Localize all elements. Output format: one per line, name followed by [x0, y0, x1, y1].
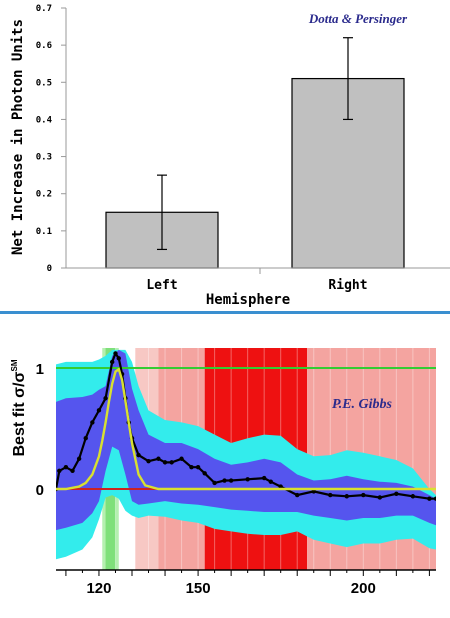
- data-point: [377, 495, 383, 500]
- data-point: [222, 478, 227, 483]
- y-axis-label: Net Increase in Photon Units: [10, 19, 26, 255]
- data-point: [96, 408, 102, 413]
- y-tick-label: 0: [36, 482, 44, 499]
- y-axis-label-sup: SM: [10, 359, 19, 371]
- y-tick-label: 0.4: [36, 115, 53, 125]
- data-point: [195, 465, 201, 470]
- data-point: [169, 460, 174, 465]
- observed-fit-series: [56, 351, 436, 500]
- data-point: [113, 351, 118, 356]
- data-point: [57, 468, 62, 474]
- plot-area: [56, 348, 436, 570]
- data-point: [245, 477, 250, 482]
- y-tick-label: 0.5: [36, 78, 52, 88]
- data-point: [394, 491, 399, 497]
- data-point: [261, 475, 267, 481]
- fit-chart: 120 150 200 Best fit σ/σSM P.E. Gibbs 0 1: [10, 348, 436, 597]
- data-point: [76, 456, 82, 461]
- section-divider: [0, 311, 450, 314]
- x-category-left: Left: [146, 278, 177, 293]
- data-point: [427, 496, 432, 501]
- y-axis-label-bottom: Best fit σ/σSM: [10, 359, 28, 456]
- data-point: [63, 465, 69, 470]
- data-point: [83, 435, 88, 441]
- x-tick-label: 150: [186, 580, 211, 597]
- y-tick-label: 0.7: [36, 4, 52, 14]
- data-point: [228, 478, 234, 483]
- x-tick-label: 120: [86, 580, 111, 597]
- data-point: [179, 456, 184, 461]
- x-axis: 120 150 200: [65, 570, 430, 597]
- y-tick-label: 0.2: [36, 190, 52, 200]
- bars: [105, 37, 405, 269]
- data-point: [90, 420, 95, 425]
- y-axis-label-main: Best fit σ/σ: [11, 371, 28, 456]
- x-category-right: Right: [328, 278, 367, 293]
- expected-signal-series: [56, 367, 436, 491]
- bar-chart: 0 0.1 0.2 0.3 0.4 0.5 0.6 0.7 Left Right Hemisp…: [10, 4, 450, 308]
- data-point: [311, 489, 316, 494]
- y-tick-label: 0.1: [36, 227, 52, 237]
- data-point: [202, 471, 207, 476]
- y-axis: 0 0.1 0.2 0.3 0.4 0.5 0.6 0.7: [36, 4, 261, 274]
- data-point: [344, 494, 349, 499]
- y-tick-label: 1: [36, 361, 44, 378]
- data-point: [136, 452, 141, 458]
- credit-annotation-bottom: P.E. Gibbs: [332, 397, 393, 412]
- credit-annotation-top: Dotta & Persinger: [308, 11, 408, 26]
- data-point: [278, 484, 283, 489]
- data-point: [103, 396, 108, 401]
- data-point: [268, 479, 273, 484]
- data-point: [410, 494, 416, 499]
- data-point: [70, 468, 75, 474]
- data-point: [433, 496, 436, 501]
- x-tick-label: 200: [351, 580, 376, 597]
- y-tick-label: 0.3: [36, 153, 52, 163]
- data-point: [146, 458, 151, 464]
- data-point: [156, 456, 161, 461]
- data-point: [212, 480, 217, 486]
- y-tick-label: 0.6: [36, 41, 52, 51]
- data-point: [109, 359, 115, 365]
- data-point: [361, 492, 366, 498]
- y-tick-label: 0: [47, 264, 52, 274]
- x-axis-label: Hemisphere: [206, 292, 290, 308]
- data-point: [295, 492, 300, 498]
- data-point: [189, 465, 194, 470]
- data-point: [162, 460, 168, 465]
- band-inner: [56, 349, 436, 531]
- data-point: [328, 492, 333, 498]
- data-point: [116, 356, 121, 361]
